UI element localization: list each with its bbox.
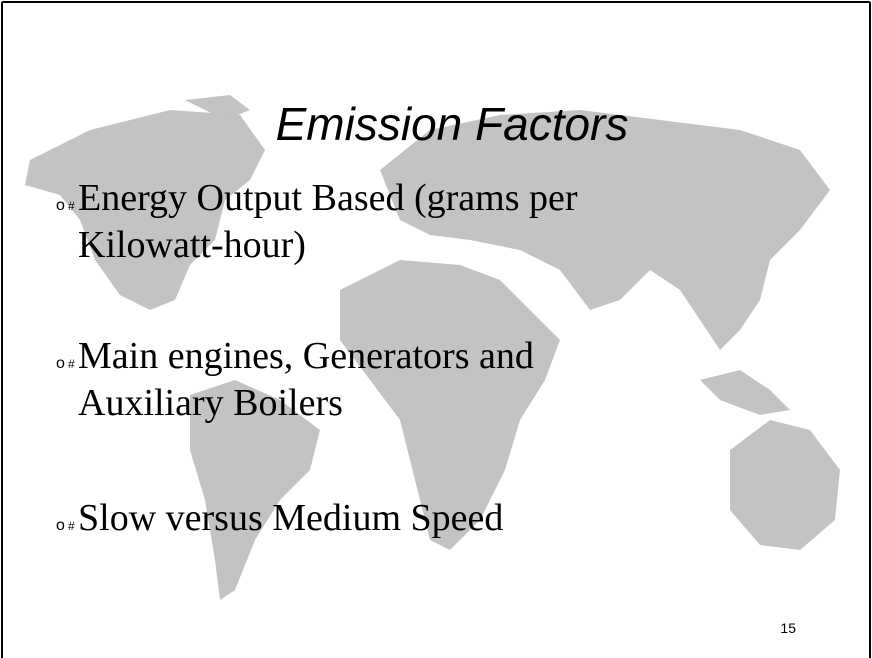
world-map [25,95,840,600]
bullet-glyph: # [68,357,75,371]
eurasia [380,110,830,350]
bullet-marker: o [56,355,65,372]
slide-title: Emission Factors [276,98,629,150]
bullet-list: o # Energy Output Based (grams perKilowatt… [56,177,578,539]
bullet-glyph: # [68,199,75,213]
bullet-marker: o [56,197,65,214]
bullet-glyph: # [68,519,75,533]
indonesia [700,370,790,415]
north-america [25,110,265,310]
bullet-text: Slow versus Medium Speed [78,497,503,539]
bullet-text: Auxiliary Boilers [78,382,343,424]
bullet-text: Main engines, Generators and [78,335,534,377]
bullet-text: Kilowatt-hour) [78,224,306,266]
south-america [190,380,320,600]
greenland-coast [185,95,250,120]
page-number: 15 [780,620,796,636]
bullet-marker: o [56,517,65,534]
australia [730,420,840,550]
bullet-text: Energy Output Based (grams per [78,177,578,219]
africa [340,260,560,550]
